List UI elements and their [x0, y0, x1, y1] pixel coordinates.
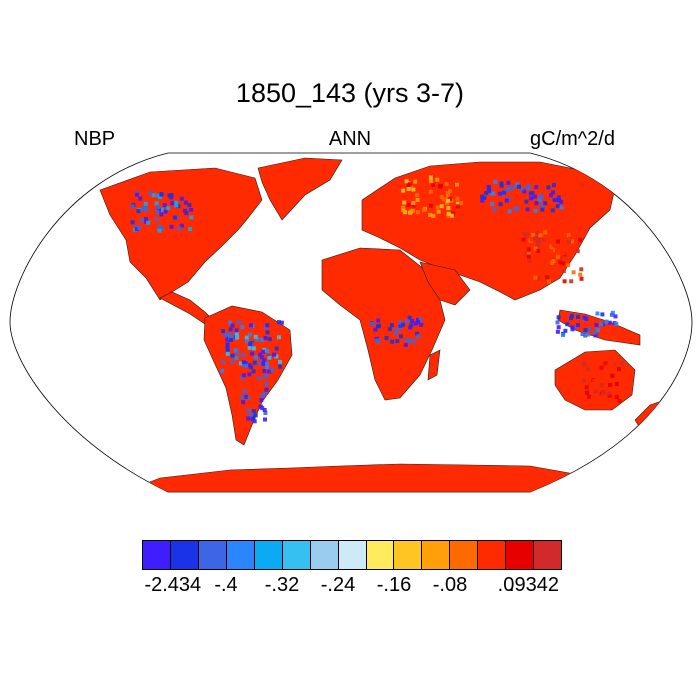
colorbar-box-10 — [422, 541, 451, 569]
colorbar-box-12 — [478, 541, 507, 569]
colorbar-tick-4: -.16 — [376, 574, 412, 596]
colorbar-tick-labels: -2.434 -.4 -.32 -.24 -.16 -.08 .0.9342 — [0, 574, 700, 604]
colorbar-tick-5: -.08 — [432, 574, 468, 596]
season-label: ANN — [328, 128, 372, 150]
value-speckle — [130, 175, 624, 424]
colorbar-box-7 — [338, 541, 367, 569]
colorbar-box-6 — [310, 541, 339, 569]
colorbar-box-11 — [450, 541, 479, 569]
variable-label: NBP — [74, 128, 116, 150]
colorbar-box-13 — [506, 541, 535, 569]
colorbar-tick-0: -2.434 — [144, 574, 202, 596]
colorbar-box-0 — [143, 541, 171, 569]
colorbar-box-1 — [170, 541, 199, 569]
colorbar-box-14 — [534, 541, 562, 569]
colorbar-box-9 — [394, 541, 423, 569]
colorbar — [142, 540, 562, 570]
colorbar-box-3 — [226, 541, 255, 569]
colorbar-box-8 — [366, 541, 395, 569]
colorbar-tick-3: -.24 — [320, 574, 356, 596]
colorbar-tick-2: -.32 — [264, 574, 300, 596]
colorbar-tick-7: .9342 — [508, 574, 560, 596]
madagascar — [427, 349, 441, 381]
map-title: 1850_143 (yrs 3-7) — [235, 78, 465, 108]
africa — [321, 247, 446, 401]
greenland — [257, 157, 343, 221]
colorbar-tick-6: .0 — [497, 574, 515, 596]
colorbar-tick-1: -.4 — [214, 574, 238, 596]
colorbar-box-5 — [282, 541, 311, 569]
colorbar-box-2 — [198, 541, 227, 569]
units-label: gC/m^2/d — [530, 128, 615, 150]
north-america — [99, 167, 263, 301]
colorbar-box-4 — [254, 541, 283, 569]
arabia — [419, 261, 471, 306]
